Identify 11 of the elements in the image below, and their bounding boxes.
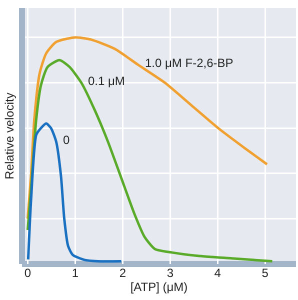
y-axis-title: Relative velocity xyxy=(2,92,16,180)
x-tick-label: 5 xyxy=(262,266,269,280)
x-tick-label: 0 xyxy=(24,266,32,280)
series-label: 1.0 μM F-2,6-BP xyxy=(145,56,234,70)
series-label: 0 xyxy=(63,133,70,147)
x-tick-label: 2 xyxy=(119,266,126,280)
x-tick-label: 3 xyxy=(166,266,174,280)
x-tick-label: 1 xyxy=(72,266,79,280)
x-tick-label: 4 xyxy=(214,266,222,280)
series-label: 0.1 μM xyxy=(88,74,125,88)
x-axis-title: [ATP] (μM) xyxy=(130,280,188,294)
